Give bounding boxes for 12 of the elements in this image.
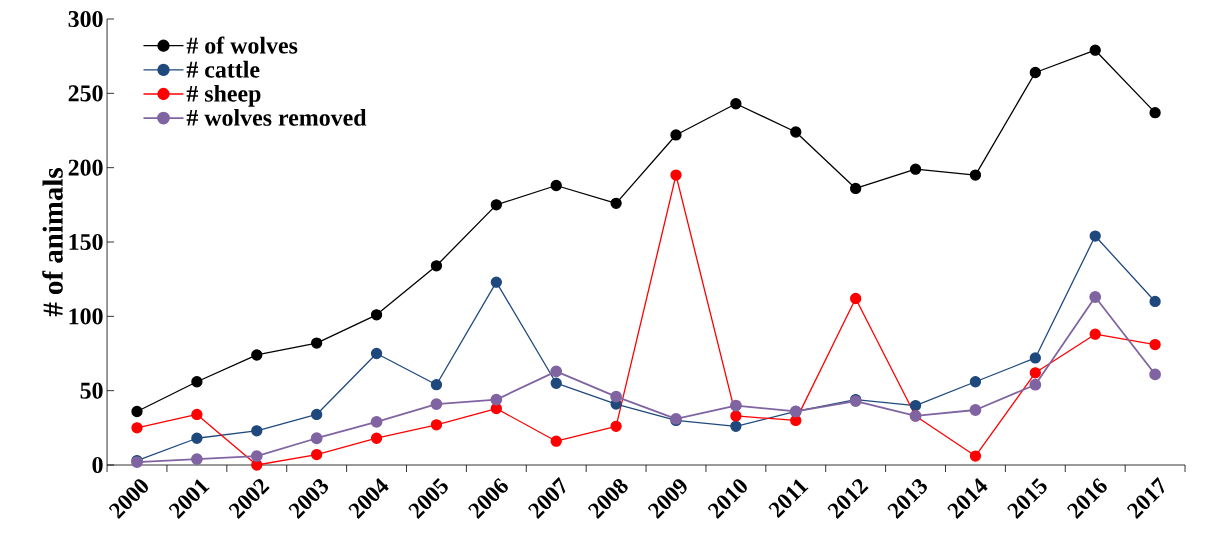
legend-label: # sheep bbox=[186, 84, 261, 107]
y-tick-label: 300 bbox=[68, 10, 103, 28]
y-tick-label: 200 bbox=[68, 159, 103, 176]
y-tick-label: 50 bbox=[80, 382, 103, 399]
legend-label: # of wolves bbox=[186, 36, 298, 54]
y-axis-title: # of animals bbox=[42, 168, 63, 317]
y-tick-label: 100 bbox=[69, 308, 103, 325]
legend-label: # cattle bbox=[186, 60, 260, 78]
y-tick-label: 250 bbox=[68, 85, 103, 102]
y-tick-label: 0 bbox=[92, 456, 103, 474]
legend-label: # wolves removed bbox=[186, 109, 367, 126]
y-tick-label: 150 bbox=[69, 233, 103, 251]
